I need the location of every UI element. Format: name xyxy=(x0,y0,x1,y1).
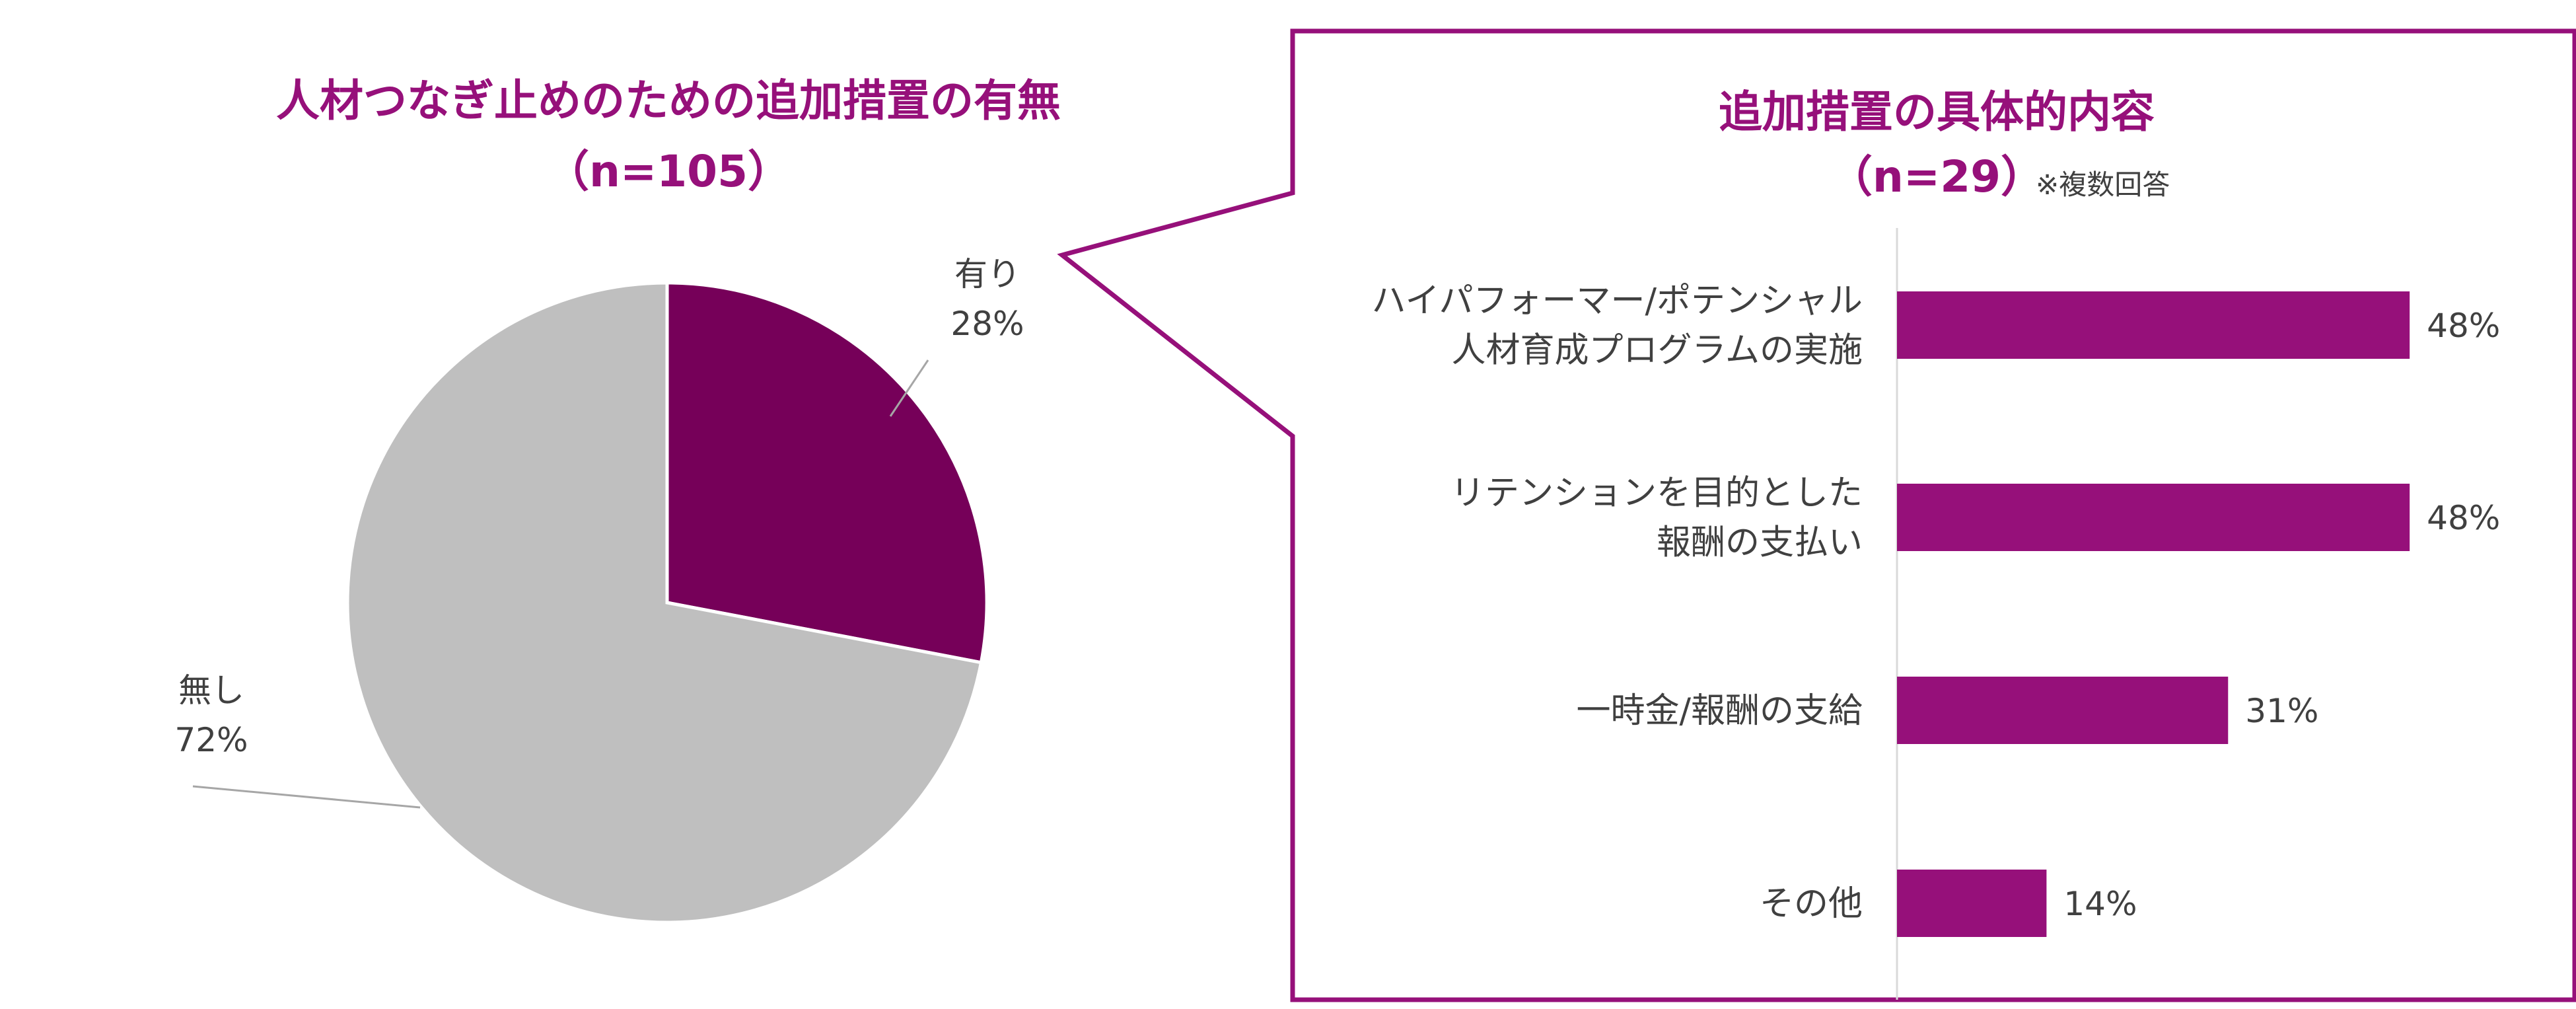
pie-label-yes-value: 28% xyxy=(950,305,1024,343)
bar-chart-note: ※複数回答 xyxy=(2036,168,2170,201)
bar-category-label-3-line-1: 一時金/報酬の支給 xyxy=(1576,691,1863,731)
bar-value-label-3: 31% xyxy=(2245,692,2318,730)
bar-value-label-2: 48% xyxy=(2427,499,2500,537)
bar-chart-sample-size: （n=29） xyxy=(1829,151,2044,202)
bar-category-label-1-line-1: ハイパフォーマー/ポテンシャル xyxy=(1372,281,1863,321)
bar-category-label-2-line-1: リテンションを目的とした xyxy=(1450,474,1863,513)
bar-1 xyxy=(1897,291,2410,359)
pie-leader-line-no xyxy=(192,785,421,809)
bar-chart-title: 追加措置の具体的内容 xyxy=(1719,87,2155,137)
bar-4 xyxy=(1897,870,2047,937)
pie-leader-line-yes xyxy=(889,359,929,417)
bar-category-label-1-line-2: 人材育成プログラムの実施 xyxy=(1452,331,1863,371)
bar-category-label-4-line-1: その他 xyxy=(1760,884,1863,924)
pie-slice-yes xyxy=(665,281,989,665)
pie-chart-sample-size: （n=105） xyxy=(546,146,791,197)
bar-2 xyxy=(1897,484,2410,551)
pie-label-no-value: 72% xyxy=(174,721,248,759)
bar-3 xyxy=(1897,677,2229,744)
pie-label-no-name: 無し xyxy=(178,671,244,710)
callout-frame xyxy=(1057,28,2576,1002)
bar-value-label-4: 14% xyxy=(2063,885,2137,923)
bar-value-label-1: 48% xyxy=(2427,307,2500,345)
pie-chart-title: 人材つなぎ止めのための追加措置の有無 xyxy=(276,75,1061,126)
bar-category-label-2-line-2: 報酬の支払い xyxy=(1657,523,1863,563)
pie-chart xyxy=(345,281,989,924)
pie-label-yes-name: 有り xyxy=(954,255,1020,293)
pie-slice-no xyxy=(345,281,984,924)
